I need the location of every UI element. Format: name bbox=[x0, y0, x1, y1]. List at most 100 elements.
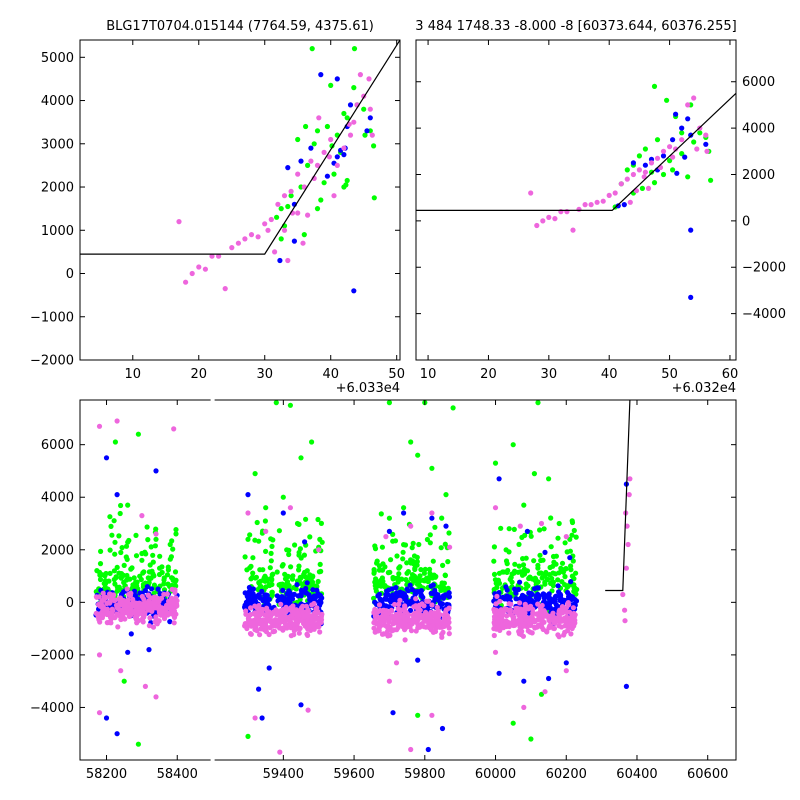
data-point bbox=[543, 628, 549, 634]
x-tick-label: 20 bbox=[480, 367, 497, 382]
data-point bbox=[295, 210, 301, 216]
data-point bbox=[555, 535, 561, 541]
data-point bbox=[273, 400, 279, 406]
data-point bbox=[522, 621, 528, 627]
data-point bbox=[168, 554, 174, 560]
data-point bbox=[270, 629, 276, 635]
data-point bbox=[546, 593, 552, 599]
axes-frame bbox=[415, 39, 737, 361]
data-point bbox=[97, 619, 103, 625]
data-point bbox=[498, 525, 504, 531]
x-tick-label: 60 bbox=[722, 367, 739, 382]
data-point bbox=[400, 549, 406, 555]
data-point bbox=[245, 733, 251, 740]
x-tick-label: 60600 bbox=[687, 767, 728, 782]
data-point bbox=[288, 612, 294, 619]
data-point bbox=[318, 197, 324, 203]
data-point bbox=[119, 600, 125, 607]
data-point bbox=[685, 102, 691, 108]
data-point bbox=[407, 607, 414, 614]
top-left-panel: BLG17T0704.015144 (7764.59, 4375.61) 10 2… bbox=[30, 19, 405, 396]
data-point bbox=[96, 423, 103, 429]
data-point bbox=[558, 565, 564, 572]
data-point bbox=[254, 628, 260, 634]
data-point bbox=[500, 625, 507, 631]
data-point bbox=[383, 534, 389, 540]
data-point bbox=[570, 227, 576, 233]
data-point bbox=[252, 471, 258, 477]
data-point bbox=[547, 605, 554, 611]
data-point bbox=[411, 604, 417, 610]
data-point bbox=[268, 536, 274, 542]
data-point bbox=[130, 584, 136, 590]
data-point bbox=[576, 206, 582, 212]
data-point bbox=[670, 154, 676, 160]
data-point bbox=[305, 162, 311, 168]
data-point bbox=[127, 592, 133, 599]
data-point bbox=[673, 146, 679, 152]
data-point bbox=[529, 599, 535, 605]
data-point bbox=[246, 600, 253, 606]
data-point bbox=[115, 624, 121, 630]
data-point bbox=[305, 707, 311, 713]
data-point bbox=[378, 577, 384, 583]
data-point bbox=[538, 520, 545, 527]
data-point bbox=[255, 610, 261, 616]
data-point bbox=[344, 177, 350, 184]
data-point bbox=[568, 567, 574, 573]
data-point bbox=[289, 576, 296, 582]
data-point bbox=[279, 563, 285, 569]
data-point bbox=[369, 132, 375, 138]
data-point bbox=[627, 199, 633, 205]
data-point bbox=[402, 637, 408, 643]
data-point bbox=[133, 553, 140, 559]
data-point bbox=[247, 532, 253, 538]
data-point bbox=[446, 631, 452, 637]
data-point bbox=[116, 533, 122, 539]
data-point bbox=[245, 615, 251, 622]
data-point bbox=[519, 534, 525, 541]
data-point bbox=[555, 583, 561, 589]
data-point bbox=[703, 141, 709, 147]
data-point bbox=[131, 608, 138, 614]
data-point bbox=[574, 586, 580, 593]
data-point bbox=[248, 576, 254, 582]
data-point bbox=[298, 702, 304, 708]
data-point bbox=[103, 715, 110, 721]
data-point bbox=[334, 76, 340, 82]
data-point bbox=[252, 537, 258, 543]
x-tick-label: 20 bbox=[190, 367, 207, 382]
data-point bbox=[415, 452, 421, 458]
data-point bbox=[569, 573, 576, 579]
data-point bbox=[255, 234, 261, 240]
data-point bbox=[520, 633, 527, 639]
data-point bbox=[500, 594, 506, 601]
data-point bbox=[407, 624, 413, 630]
data-point bbox=[526, 575, 532, 581]
data-point bbox=[263, 548, 269, 555]
data-point bbox=[111, 568, 117, 574]
data-point bbox=[376, 563, 382, 569]
data-point bbox=[527, 629, 533, 635]
data-point bbox=[253, 599, 259, 605]
data-point bbox=[563, 566, 569, 572]
data-point bbox=[270, 623, 276, 629]
data-point bbox=[567, 555, 573, 561]
data-point bbox=[196, 264, 202, 270]
plot-area bbox=[80, 40, 400, 294]
data-point bbox=[394, 627, 400, 633]
data-point bbox=[279, 615, 285, 621]
data-point bbox=[393, 660, 400, 666]
data-point bbox=[526, 590, 532, 596]
data-point bbox=[262, 518, 268, 524]
data-point bbox=[621, 202, 627, 208]
axes-frame bbox=[79, 399, 737, 761]
data-point bbox=[493, 601, 499, 607]
data-point bbox=[286, 588, 292, 594]
data-point bbox=[253, 574, 259, 580]
y-tick-label: 3000 bbox=[41, 137, 74, 152]
data-point bbox=[209, 253, 215, 259]
data-point bbox=[371, 609, 377, 616]
data-point bbox=[386, 515, 392, 521]
data-point bbox=[280, 625, 286, 631]
